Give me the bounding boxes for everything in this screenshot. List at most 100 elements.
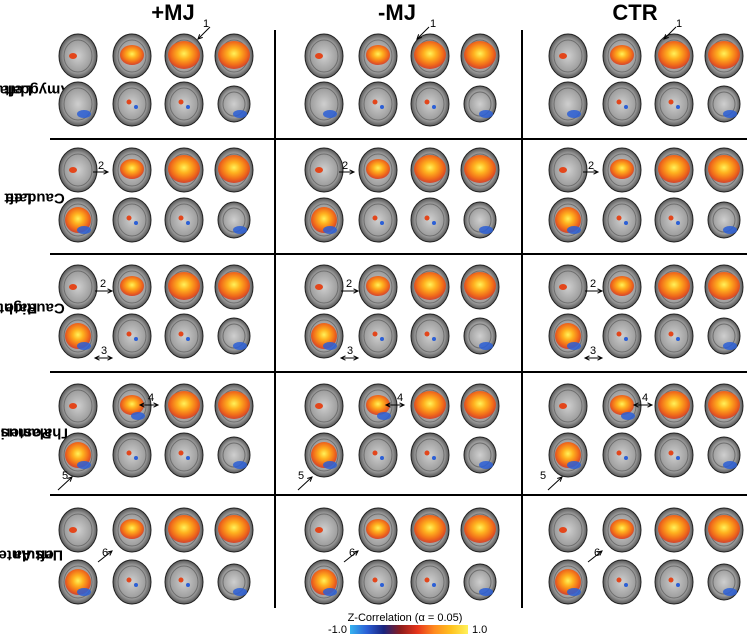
brain-slice-left-amygdala-ctr-8: [707, 85, 741, 123]
divider-horizontal-3: [50, 371, 747, 373]
arrow-6-plus-mj: [97, 550, 113, 563]
brain-slice-left-amygdala-ctr-1: [548, 33, 588, 79]
brain-slice-left-amygdala-minus-mj-4: [460, 33, 500, 79]
brain-slice-left-anterior-insula-ctr-8: [707, 563, 741, 601]
annotation-3-ctr: 3: [590, 345, 597, 357]
brain-slice-right-caudate-ctr-5: [548, 313, 588, 359]
arrow-1-ctr: [663, 26, 677, 40]
brain-slice-right-caudate-minus-mj-6: [358, 313, 398, 359]
brain-slice-right-caudate-minus-mj-1: [304, 264, 344, 310]
arrow-3-plus-mj: [93, 355, 114, 361]
brain-slice-left-caudate-ctr-7: [654, 197, 694, 243]
brain-slice-left-anterior-insula-minus-mj-6: [358, 559, 398, 605]
brain-slice-right-caudate-plus-mj-2: [112, 264, 152, 310]
divider-horizontal-2: [50, 253, 747, 255]
brain-slice-left-anterior-insula-ctr-6: [602, 559, 642, 605]
brain-slice-left-amygdala-plus-mj-6: [112, 81, 152, 127]
brain-slice-left-anterior-insula-ctr-1: [548, 507, 588, 553]
annotation-5-minus-mj: 5: [298, 470, 305, 482]
brain-slice-right-caudate-plus-mj-6: [112, 313, 152, 359]
brain-slice-right-caudate-plus-mj-3: [164, 264, 204, 310]
brain-slice-left-caudate-plus-mj-3: [164, 147, 204, 193]
brain-slice-posterior-thalamus-minus-mj-6: [358, 432, 398, 478]
brain-slice-right-caudate-minus-mj-3: [410, 264, 450, 310]
arrow-5-ctr: [547, 476, 563, 491]
brain-slice-right-caudate-ctr-3: [654, 264, 694, 310]
divider-horizontal-1: [50, 138, 747, 140]
column-title-ctr: CTR: [612, 0, 658, 25]
column-title-minus-mj: -MJ: [378, 0, 416, 25]
brain-slice-left-caudate-plus-mj-7: [164, 197, 204, 243]
brain-slice-left-caudate-minus-mj-3: [410, 147, 450, 193]
brain-slice-posterior-thalamus-ctr-3: [654, 383, 694, 429]
brain-slice-left-caudate-plus-mj-2: [112, 147, 152, 193]
colorbar-min-label: -1.0: [328, 624, 347, 636]
arrow-5-minus-mj: [297, 476, 313, 491]
brain-slice-left-caudate-plus-mj-5: [58, 197, 98, 243]
brain-slice-left-amygdala-ctr-2: [602, 33, 642, 79]
brain-slice-posterior-thalamus-minus-mj-2: [358, 383, 398, 429]
brain-slice-left-amygdala-ctr-5: [548, 81, 588, 127]
arrow-4-minus-mj: [384, 402, 406, 408]
brain-slice-posterior-thalamus-minus-mj-5: [304, 432, 344, 478]
annotation-2-right-caudate-plus-mj: 2: [100, 278, 107, 290]
brain-slice-left-amygdala-minus-mj-7: [410, 81, 450, 127]
arrow-5-plus-mj: [57, 476, 73, 491]
arrow-2-right-caudate-minus-mj: [341, 288, 360, 294]
brain-slice-left-caudate-minus-mj-6: [358, 197, 398, 243]
brain-slice-right-caudate-minus-mj-7: [410, 313, 450, 359]
arrow-6-minus-mj: [343, 550, 359, 563]
brain-slice-left-amygdala-ctr-3: [654, 33, 694, 79]
brain-slice-left-amygdala-minus-mj-1: [304, 33, 344, 79]
brain-slice-right-caudate-plus-mj-4: [214, 264, 254, 310]
brain-slice-posterior-thalamus-minus-mj-7: [410, 432, 450, 478]
brain-slice-left-anterior-insula-minus-mj-2: [358, 507, 398, 553]
divider-vertical-1: [274, 30, 276, 608]
brain-slice-left-caudate-ctr-3: [654, 147, 694, 193]
annotation-2-right-caudate-minus-mj: 2: [346, 278, 353, 290]
arrow-2-left-caudate-ctr: [583, 169, 600, 175]
brain-slice-left-caudate-plus-mj-1: [58, 147, 98, 193]
brain-slice-left-amygdala-plus-mj-3: [164, 33, 204, 79]
brain-slice-right-caudate-plus-mj-7: [164, 313, 204, 359]
brain-slice-right-caudate-minus-mj-4: [460, 264, 500, 310]
brain-slice-posterior-thalamus-ctr-4: [704, 383, 744, 429]
brain-slice-left-amygdala-minus-mj-8: [463, 85, 497, 123]
brain-slice-left-amygdala-plus-mj-1: [58, 33, 98, 79]
annotation-5-ctr: 5: [540, 470, 547, 482]
brain-slice-posterior-thalamus-minus-mj-4: [460, 383, 500, 429]
annotation-4-plus-mj: 4: [148, 392, 155, 404]
brain-slice-left-anterior-insula-ctr-3: [654, 507, 694, 553]
brain-slice-left-anterior-insula-ctr-7: [654, 559, 694, 605]
annotation-2-right-caudate-ctr: 2: [590, 278, 597, 290]
annotation-2-left-caudate-plus-mj: 2: [98, 160, 105, 172]
brain-slice-posterior-thalamus-minus-mj-1: [304, 383, 344, 429]
brain-slice-posterior-thalamus-ctr-1: [548, 383, 588, 429]
annotation-2-left-caudate-minus-mj: 2: [342, 160, 349, 172]
brain-slice-posterior-thalamus-ctr-6: [602, 432, 642, 478]
brain-slice-right-caudate-plus-mj-1: [58, 264, 98, 310]
brain-slice-left-amygdala-plus-mj-5: [58, 81, 98, 127]
annotation-4-ctr: 4: [642, 392, 649, 404]
brain-slice-left-amygdala-ctr-6: [602, 81, 642, 127]
brain-slice-posterior-thalamus-plus-mj-8: [217, 436, 251, 474]
brain-slice-right-caudate-minus-mj-5: [304, 313, 344, 359]
brain-slice-posterior-thalamus-plus-mj-4: [214, 383, 254, 429]
arrow-1-plus-mj: [197, 26, 211, 40]
annotation-2-left-caudate-ctr: 2: [588, 160, 595, 172]
brain-slice-posterior-thalamus-ctr-7: [654, 432, 694, 478]
divider-horizontal-4: [50, 494, 747, 496]
brain-slice-posterior-thalamus-plus-mj-3: [164, 383, 204, 429]
brain-slice-posterior-thalamus-ctr-2: [602, 383, 642, 429]
brain-slice-left-anterior-insula-minus-mj-3: [410, 507, 450, 553]
colorbar-max-label: 1.0: [472, 624, 488, 636]
brain-slice-left-anterior-insula-plus-mj-3: [164, 507, 204, 553]
brain-slice-left-caudate-plus-mj-8: [217, 201, 251, 239]
brain-slice-right-caudate-ctr-1: [548, 264, 588, 310]
annotation-6-plus-mj: 6: [102, 547, 109, 559]
brain-slice-left-amygdala-plus-mj-2: [112, 33, 152, 79]
annotation-1-minus-mj: 1: [430, 18, 437, 30]
brain-slice-left-amygdala-minus-mj-3: [410, 33, 450, 79]
arrow-3-minus-mj: [339, 355, 360, 361]
brain-slice-left-anterior-insula-minus-mj-1: [304, 507, 344, 553]
